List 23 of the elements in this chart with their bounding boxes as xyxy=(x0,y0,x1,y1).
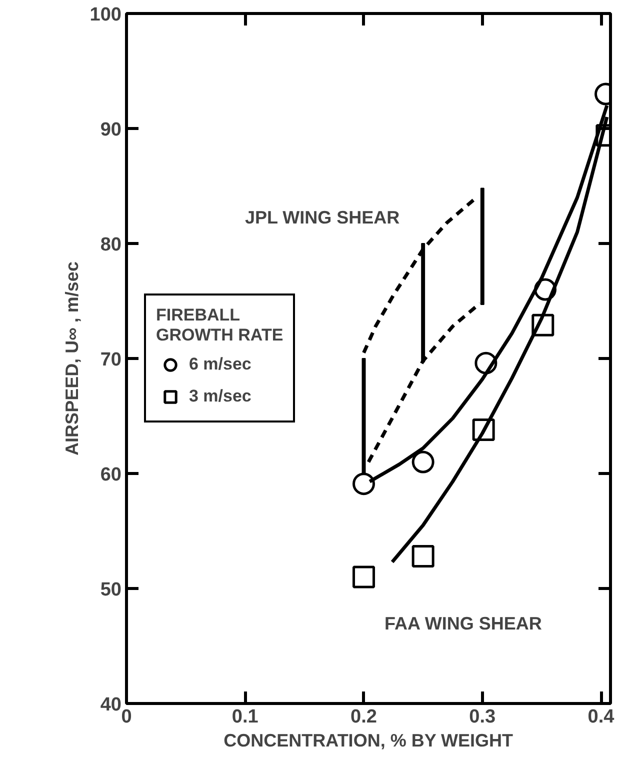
point xyxy=(412,545,434,568)
x-tick-label: 0.2 xyxy=(350,706,377,728)
y-tick-label: 50 xyxy=(100,580,122,600)
x-tick-label: 0.3 xyxy=(469,706,496,728)
annotation: FAA WING SHEAR xyxy=(384,614,542,634)
point xyxy=(352,472,376,496)
y-tick-label: 90 xyxy=(100,120,122,140)
y-tick-label: 100 xyxy=(90,4,122,26)
x-tick-label: 0.4 xyxy=(588,706,615,728)
y-tick-label: 40 xyxy=(100,694,122,716)
x-axis-title: CONCENTRATION, % BY WEIGHT xyxy=(224,730,514,750)
y-axis-title: AIRSPEED, U∞ , m/sec xyxy=(62,262,82,456)
x-tick-label: 0 xyxy=(121,706,132,728)
y-tick-label: 70 xyxy=(100,350,122,370)
x-tick-label: 0.1 xyxy=(232,706,259,728)
point xyxy=(412,450,434,474)
legend-title: FIREBALL GROWTH RATE xyxy=(156,306,284,346)
legend-label: 6 m/sec xyxy=(189,354,252,374)
y-tick-label: 80 xyxy=(100,234,122,256)
point xyxy=(352,566,376,588)
legend-label: 3 m/sec xyxy=(189,386,252,406)
y-tick-label: 60 xyxy=(100,464,122,486)
annotation: JPL WING SHEAR xyxy=(244,208,400,228)
